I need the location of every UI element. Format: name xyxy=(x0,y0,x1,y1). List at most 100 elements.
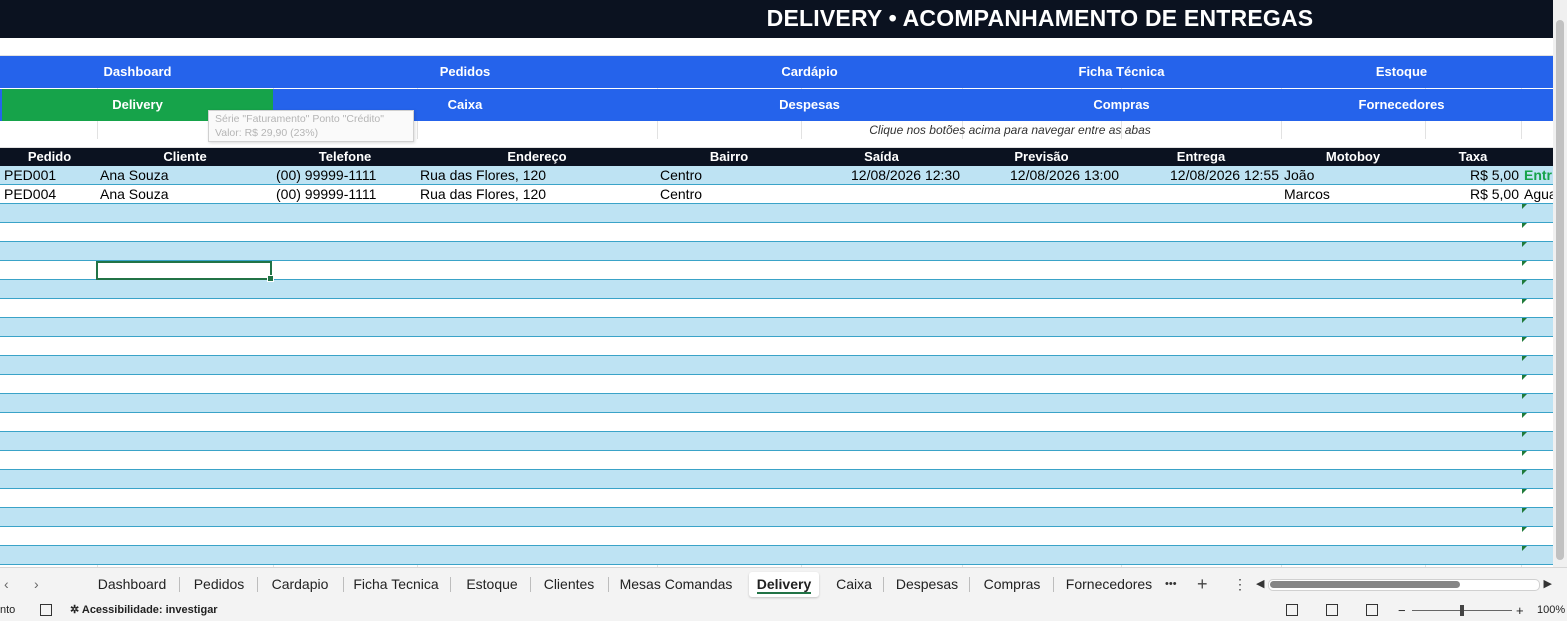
header-previsao[interactable]: Previsão xyxy=(1014,149,1069,164)
nav-button-estoque[interactable]: Estoque xyxy=(1375,64,1428,79)
cell-motoboy[interactable]: Marcos xyxy=(1284,186,1330,202)
nav-button-despesas[interactable]: Despesas xyxy=(779,97,840,112)
zoom-in-button[interactable]: + xyxy=(1516,603,1524,618)
table-row[interactable] xyxy=(0,337,1553,356)
cell-endereco[interactable]: Rua das Flores, 120 xyxy=(420,167,547,183)
scroll-right-icon[interactable]: ▶ xyxy=(1543,578,1552,590)
horizontal-scroll-thumb[interactable] xyxy=(1270,581,1460,588)
table-row[interactable] xyxy=(0,375,1553,394)
header-taxa[interactable]: Taxa xyxy=(1458,149,1488,164)
normal-view-icon[interactable] xyxy=(1286,604,1298,616)
cell-saida[interactable]: 12/08/2026 12:30 xyxy=(851,167,960,183)
table-row[interactable] xyxy=(0,489,1553,508)
nav-button-fornecedores[interactable]: Fornecedores xyxy=(1358,97,1445,112)
cell-bairro[interactable]: Centro xyxy=(660,186,703,202)
table-row[interactable] xyxy=(0,546,1553,565)
cell-status[interactable]: Entr xyxy=(1524,167,1552,183)
header-entrega[interactable]: Entrega xyxy=(1176,149,1226,164)
cell-previsao[interactable]: 12/08/2026 13:00 xyxy=(1010,167,1119,183)
cell-endereco[interactable]: Rua das Flores, 120 xyxy=(420,186,547,202)
cell-pedido[interactable]: PED001 xyxy=(4,167,57,183)
cell-cliente[interactable]: Ana Souza xyxy=(100,167,169,183)
table-row[interactable] xyxy=(0,413,1553,432)
table-row[interactable] xyxy=(0,204,1553,223)
header-cliente[interactable]: Cliente xyxy=(163,149,207,164)
sheet-tab-caixa[interactable]: Caixa xyxy=(836,576,872,592)
scroll-left-icon[interactable]: ◀ xyxy=(1256,578,1265,590)
nav-button-pedidos[interactable]: Pedidos xyxy=(439,64,491,79)
more-sheets-icon[interactable]: ••• xyxy=(1165,578,1177,590)
spacer-row xyxy=(0,139,1553,148)
zoom-slider[interactable] xyxy=(1412,600,1512,621)
vertical-scroll-thumb[interactable] xyxy=(1556,20,1564,560)
table-row[interactable] xyxy=(0,242,1553,261)
tab-options-icon[interactable]: ⋮ xyxy=(1233,576,1247,592)
vertical-scrollbar[interactable] xyxy=(1553,0,1567,567)
zoom-level[interactable]: 100% xyxy=(1537,604,1566,616)
header-telefone[interactable]: Telefone xyxy=(318,149,372,164)
table-row[interactable] xyxy=(0,508,1553,527)
header-motoboy[interactable]: Motoboy xyxy=(1325,149,1381,164)
cell-motoboy[interactable]: João xyxy=(1284,167,1315,183)
add-sheet-icon[interactable]: + xyxy=(1197,574,1208,594)
table-row[interactable] xyxy=(0,451,1553,470)
cell-telefone[interactable]: (00) 99999-1111 xyxy=(276,167,377,183)
horizontal-scrollbar[interactable]: ◀ ▶ xyxy=(1256,576,1552,592)
nav-button-caixa[interactable]: Caixa xyxy=(447,97,483,112)
cell-telefone[interactable]: (00) 99999-1111 xyxy=(276,186,377,202)
zoom-out-button[interactable]: − xyxy=(1398,603,1406,618)
nav-hint: Clique nos botões acima para navegar ent… xyxy=(0,121,1553,139)
sheet-tab-dashboard[interactable]: Dashboard xyxy=(97,576,167,592)
fill-handle[interactable] xyxy=(267,275,274,282)
sheet-tab-despesas[interactable]: Despesas xyxy=(895,576,959,592)
selected-cell[interactable] xyxy=(96,261,274,282)
table-row[interactable] xyxy=(0,394,1553,413)
sheet-tab-ficha-tecnica[interactable]: Ficha Tecnica xyxy=(353,576,439,592)
cell-saida[interactable] xyxy=(801,185,960,203)
page-break-view-icon[interactable] xyxy=(1366,604,1378,616)
sheet-tab-clientes[interactable]: Clientes xyxy=(543,576,595,592)
page-layout-view-icon[interactable] xyxy=(1326,604,1338,616)
cell-previsao[interactable] xyxy=(962,185,1119,203)
table-row[interactable] xyxy=(0,356,1553,375)
cell-bairro[interactable]: Centro xyxy=(660,167,703,183)
sheet-tab-delivery[interactable]: Delivery xyxy=(749,572,819,597)
table-row[interactable] xyxy=(0,223,1553,242)
cell-status[interactable]: Agua xyxy=(1524,186,1553,202)
sheet-tab-mesas-comandas[interactable]: Mesas Comandas xyxy=(619,576,733,592)
accessibility-status[interactable]: ✲ Acessibilidade: investigar xyxy=(70,600,218,621)
cell-pedido[interactable]: PED004 xyxy=(4,186,57,202)
header-pedido[interactable]: Pedido xyxy=(27,149,72,164)
table-row[interactable] xyxy=(0,280,1553,299)
next-sheet-arrow-icon[interactable]: › xyxy=(34,576,39,592)
macro-record-icon[interactable] xyxy=(40,604,52,616)
cell-taxa[interactable]: R$ 5,00 xyxy=(1469,167,1519,183)
cell-entrega[interactable] xyxy=(1121,185,1279,203)
prev-sheet-arrow-icon[interactable]: ‹ xyxy=(4,576,9,592)
table-row[interactable]: PED004 Ana Souza (00) 99999-1111 Rua das… xyxy=(0,185,1553,204)
header-bairro[interactable]: Bairro xyxy=(709,149,749,164)
table-row[interactable] xyxy=(0,261,1553,280)
cell-taxa[interactable]: R$ 5,00 xyxy=(1469,186,1519,202)
table-row[interactable]: PED001 Ana Souza (00) 99999-1111 Rua das… xyxy=(0,166,1553,185)
table-row[interactable] xyxy=(0,527,1553,546)
nav-button-compras[interactable]: Compras xyxy=(1093,97,1150,112)
sheet-tab-cardapio[interactable]: Cardapio xyxy=(271,576,329,592)
worksheet[interactable]: DELIVERY • ACOMPANHAMENTO DE ENTREGAS Da… xyxy=(0,0,1553,567)
cell-entrega[interactable]: 12/08/2026 12:55 xyxy=(1170,167,1279,183)
table-row[interactable] xyxy=(0,432,1553,451)
header-endereco[interactable]: Endereço xyxy=(507,149,567,164)
table-row[interactable] xyxy=(0,299,1553,318)
table-row[interactable] xyxy=(0,318,1553,337)
nav-button-cardapio[interactable]: Cardápio xyxy=(781,64,838,79)
zoom-slider-thumb[interactable] xyxy=(1460,605,1464,616)
sheet-tab-pedidos[interactable]: Pedidos xyxy=(193,576,245,592)
sheet-tab-estoque[interactable]: Estoque xyxy=(466,576,518,592)
header-saida[interactable]: Saída xyxy=(864,149,899,164)
cell-cliente[interactable]: Ana Souza xyxy=(100,186,169,202)
nav-button-dashboard[interactable]: Dashboard xyxy=(103,64,172,79)
table-row[interactable] xyxy=(0,470,1553,489)
nav-button-ficha-tecnica[interactable]: Ficha Técnica xyxy=(1078,64,1165,79)
sheet-tab-compras[interactable]: Compras xyxy=(983,576,1041,592)
sheet-tab-fornecedores[interactable]: Fornecedores xyxy=(1065,576,1153,592)
